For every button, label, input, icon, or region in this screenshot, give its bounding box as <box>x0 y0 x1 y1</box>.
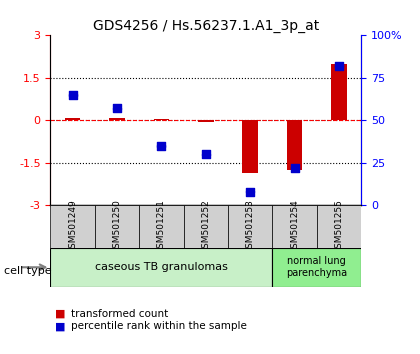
Bar <box>68 94 76 96</box>
Bar <box>113 108 121 109</box>
Point <box>69 92 76 98</box>
Bar <box>331 64 347 120</box>
Text: cell type: cell type <box>4 266 52 276</box>
FancyBboxPatch shape <box>95 205 139 248</box>
Bar <box>287 120 302 170</box>
Bar <box>242 120 258 173</box>
Text: GSM501250: GSM501250 <box>113 199 121 254</box>
Text: normal lung
parenchyma: normal lung parenchyma <box>286 256 347 278</box>
Text: percentile rank within the sample: percentile rank within the sample <box>71 321 247 331</box>
Text: GSM501253: GSM501253 <box>246 199 255 254</box>
Text: transformed count: transformed count <box>71 309 169 319</box>
Point <box>336 63 342 69</box>
FancyBboxPatch shape <box>273 248 361 287</box>
FancyBboxPatch shape <box>50 205 95 248</box>
Point <box>247 189 254 195</box>
Bar <box>246 191 254 193</box>
Bar <box>65 118 80 120</box>
Text: GSM501252: GSM501252 <box>201 199 210 254</box>
Text: ■: ■ <box>55 309 65 319</box>
Bar <box>202 154 210 155</box>
FancyBboxPatch shape <box>317 205 361 248</box>
Text: GSM501255: GSM501255 <box>334 199 344 254</box>
FancyBboxPatch shape <box>184 205 228 248</box>
Bar <box>158 145 165 147</box>
Text: GSM501254: GSM501254 <box>290 199 299 254</box>
Bar <box>109 118 125 120</box>
FancyBboxPatch shape <box>228 205 273 248</box>
Text: GSM501249: GSM501249 <box>68 199 77 254</box>
Bar <box>291 167 299 169</box>
Text: ■: ■ <box>55 321 65 331</box>
Bar <box>198 120 214 122</box>
Bar <box>154 119 169 120</box>
FancyBboxPatch shape <box>273 205 317 248</box>
Point <box>158 143 165 149</box>
Bar <box>335 65 343 67</box>
Title: GDS4256 / Hs.56237.1.A1_3p_at: GDS4256 / Hs.56237.1.A1_3p_at <box>93 19 319 33</box>
FancyBboxPatch shape <box>139 205 184 248</box>
Point <box>114 105 121 111</box>
Text: caseous TB granulomas: caseous TB granulomas <box>95 262 228 272</box>
Point <box>291 165 298 171</box>
Text: GSM501251: GSM501251 <box>157 199 166 254</box>
FancyBboxPatch shape <box>50 248 273 287</box>
Point <box>202 152 209 157</box>
